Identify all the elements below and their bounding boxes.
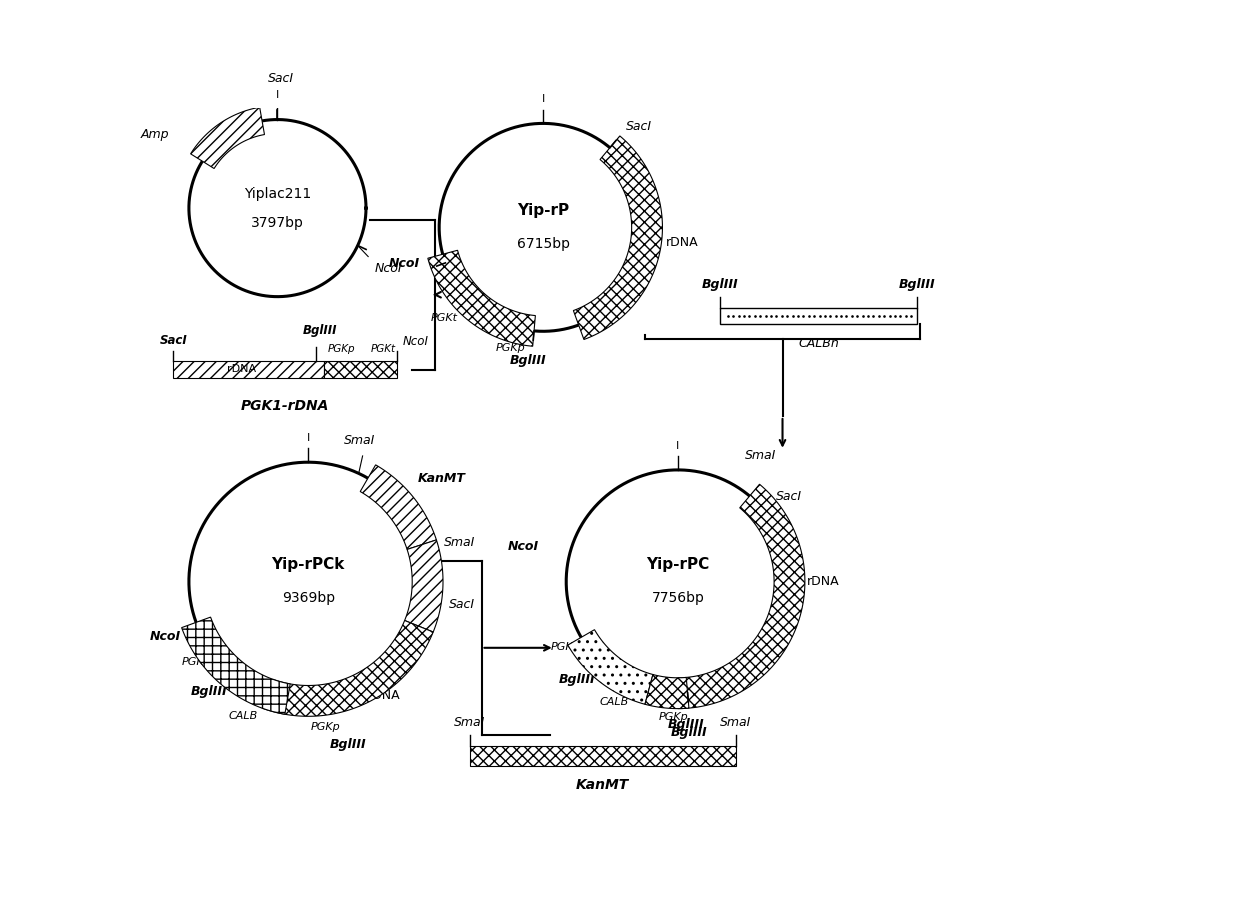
- Text: 6715bp: 6715bp: [517, 238, 569, 251]
- Text: 7756bp: 7756bp: [651, 591, 704, 606]
- Text: SmaI: SmaI: [454, 716, 486, 729]
- Text: 9369bp: 9369bp: [281, 591, 335, 606]
- Text: PGKt: PGKt: [551, 643, 578, 652]
- Polygon shape: [573, 136, 662, 339]
- Text: BglIII: BglIII: [510, 355, 547, 367]
- Text: SacI: SacI: [776, 490, 802, 502]
- Text: PGKp: PGKp: [496, 343, 526, 353]
- Text: BglIII: BglIII: [898, 278, 935, 292]
- Text: NcoI: NcoI: [376, 262, 403, 275]
- Text: SmaI: SmaI: [343, 434, 376, 447]
- Text: PGK1-rDNA: PGK1-rDNA: [241, 399, 330, 413]
- Text: SacI: SacI: [626, 120, 652, 132]
- Text: rDNA: rDNA: [368, 688, 401, 702]
- Text: Yip-rP: Yip-rP: [517, 202, 569, 218]
- Text: NcoI: NcoI: [508, 540, 539, 554]
- Text: SmaI: SmaI: [720, 716, 751, 729]
- Text: Yiplac211: Yiplac211: [244, 187, 311, 202]
- Polygon shape: [568, 630, 653, 705]
- Text: PGKp: PGKp: [658, 713, 688, 723]
- Text: BglIII: BglIII: [330, 738, 366, 751]
- Text: BglIII: BglIII: [671, 725, 708, 739]
- Text: SacI: SacI: [449, 598, 475, 611]
- Text: BglIII: BglIII: [191, 686, 228, 698]
- Text: CALB: CALB: [229, 711, 258, 721]
- Text: KanMT: KanMT: [577, 778, 630, 792]
- Polygon shape: [191, 107, 264, 168]
- Text: NcoI: NcoI: [388, 256, 420, 269]
- Text: rDNA: rDNA: [806, 575, 839, 588]
- Text: BglIII: BglIII: [667, 718, 704, 731]
- Text: KanMT: KanMT: [418, 472, 465, 485]
- Text: Yip-rPCk: Yip-rPCk: [272, 557, 345, 572]
- Text: Yip-rPC: Yip-rPC: [646, 557, 709, 572]
- Text: SmaI: SmaI: [444, 536, 475, 549]
- Polygon shape: [678, 484, 805, 708]
- Text: 3797bp: 3797bp: [250, 217, 304, 230]
- Text: PGKt: PGKt: [182, 657, 210, 667]
- Text: I: I: [676, 441, 680, 451]
- Text: PGKp: PGKp: [327, 345, 355, 355]
- Text: CALBn: CALBn: [799, 338, 838, 350]
- Text: CALB: CALB: [599, 697, 629, 706]
- Bar: [324, 361, 397, 377]
- Text: SacI: SacI: [268, 72, 294, 85]
- Text: BglIII: BglIII: [558, 673, 595, 686]
- Bar: [174, 361, 324, 377]
- Polygon shape: [361, 465, 436, 549]
- Text: SacI: SacI: [160, 334, 187, 346]
- Text: NcoI: NcoI: [403, 335, 429, 348]
- Text: BglIII: BglIII: [303, 325, 337, 338]
- Text: rDNA: rDNA: [227, 364, 255, 374]
- Text: I: I: [542, 94, 544, 104]
- Polygon shape: [404, 540, 443, 632]
- Text: PGKt: PGKt: [371, 345, 397, 355]
- Text: I: I: [275, 90, 279, 100]
- Polygon shape: [645, 674, 689, 708]
- Text: BglIII: BglIII: [702, 278, 739, 292]
- Polygon shape: [181, 617, 290, 715]
- Text: rDNA: rDNA: [666, 236, 699, 249]
- Bar: [470, 746, 735, 767]
- Text: PGKt: PGKt: [430, 313, 458, 323]
- Text: SmaI: SmaI: [745, 449, 776, 462]
- Polygon shape: [428, 250, 536, 346]
- Bar: [720, 308, 916, 324]
- Text: I: I: [306, 433, 310, 443]
- Text: PGKp: PGKp: [311, 723, 341, 733]
- Text: NcoI: NcoI: [150, 630, 181, 644]
- Text: Amp: Amp: [141, 128, 170, 141]
- Polygon shape: [262, 620, 433, 716]
